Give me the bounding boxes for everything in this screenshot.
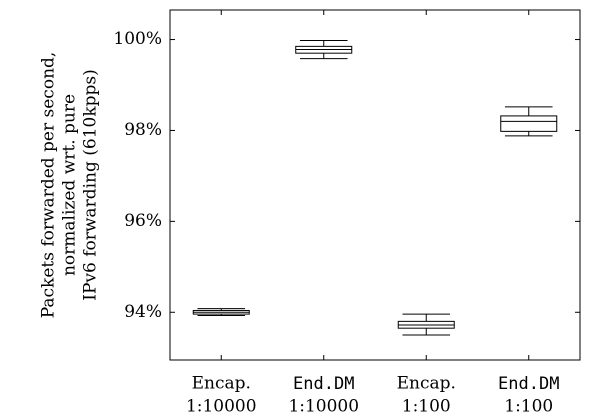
x-category-name: End.DM (293, 374, 354, 394)
box-plot-item (192, 308, 250, 316)
x-axis-ticks: Encap. 1:10000 End.DM 1:10000 Encap. 1:100 End… (186, 10, 559, 415)
y-axis-ticks: 94% 96% 98% 100% (113, 29, 580, 322)
x-category-ratio: 1:100 (504, 397, 553, 415)
box-plot-item (397, 313, 455, 336)
y-axis-title-line: Packets forwarded per second, (39, 52, 59, 319)
x-category-name: Encap. (397, 374, 456, 394)
box-iqr (500, 115, 558, 132)
plot-frame (169, 9, 581, 361)
y-tick-label: 100% (113, 29, 162, 49)
y-tick-label: 96% (124, 211, 162, 231)
box-series (192, 39, 558, 336)
x-category-ratio: 1:10000 (288, 397, 359, 415)
box-plot-item (500, 106, 558, 137)
y-axis-title-line: IPv6 forwarding (610kpps) (81, 69, 101, 301)
y-tick-label: 94% (124, 302, 162, 322)
y-axis-title: Packets forwarded per second, normalized … (39, 52, 101, 319)
x-category-ratio: 1:100 (402, 397, 451, 415)
y-axis-title-line: normalized wrt. pure (60, 94, 80, 276)
box-plot-item (295, 39, 353, 60)
x-category-name: End.DM (498, 374, 559, 394)
x-category-name: Encap. (192, 374, 251, 394)
y-tick-label: 98% (124, 120, 162, 140)
x-category-ratio: 1:10000 (186, 397, 257, 415)
